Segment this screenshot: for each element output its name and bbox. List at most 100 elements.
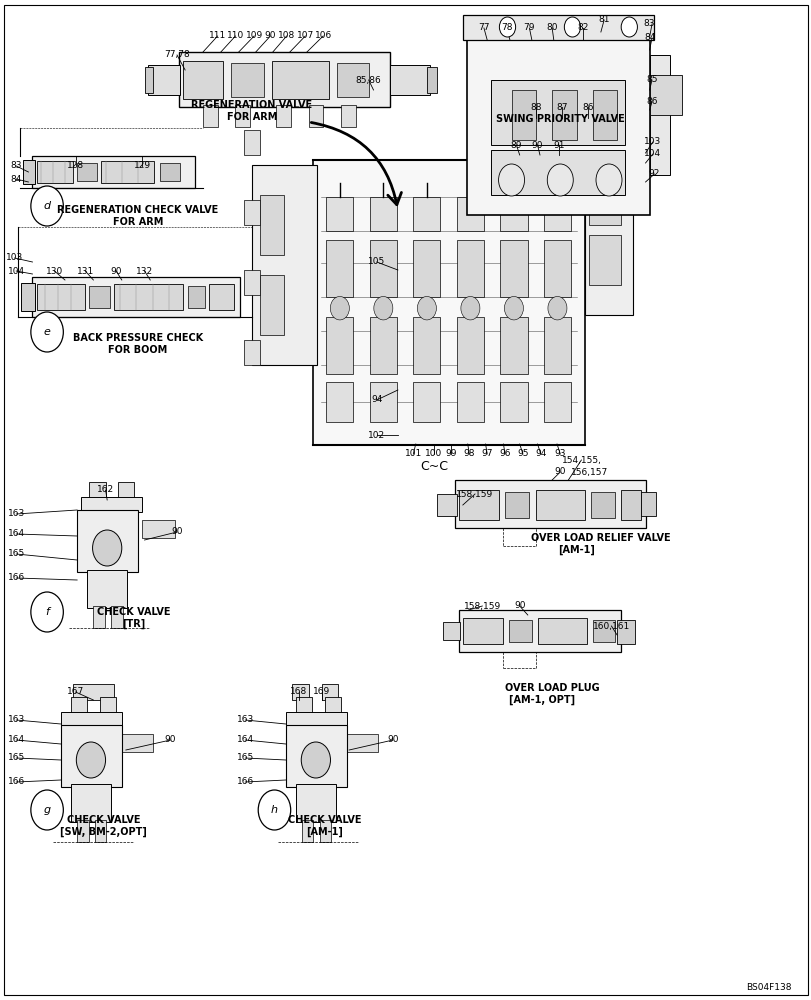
Text: 90: 90 (165, 736, 176, 744)
Text: 81: 81 (598, 15, 609, 24)
FancyArrowPatch shape (311, 122, 401, 205)
Bar (337, 63, 369, 97)
Text: 90: 90 (387, 736, 398, 744)
Text: 92: 92 (648, 169, 659, 178)
Text: 93: 93 (554, 450, 565, 458)
Bar (87, 570, 127, 608)
Bar (320, 820, 331, 842)
Bar (341, 105, 355, 127)
Bar (538, 618, 586, 644)
Text: 100: 100 (424, 450, 442, 458)
Bar (32, 156, 195, 188)
Circle shape (547, 164, 573, 196)
Text: 96: 96 (499, 450, 510, 458)
Text: [SW, BM-2,OPT]: [SW, BM-2,OPT] (61, 827, 147, 837)
Text: REGENERATION VALVE: REGENERATION VALVE (191, 100, 312, 110)
Bar (295, 784, 336, 822)
Text: REGENERATION CHECK VALVE: REGENERATION CHECK VALVE (58, 205, 218, 215)
Text: FOR ARM: FOR ARM (113, 217, 163, 227)
Circle shape (595, 164, 621, 196)
Bar (188, 286, 204, 308)
Bar (243, 130, 260, 155)
Bar (369, 382, 397, 422)
Bar (95, 820, 106, 842)
Bar (73, 684, 114, 700)
Bar (457, 317, 483, 374)
Bar (295, 697, 311, 714)
Text: 108: 108 (277, 31, 295, 40)
Bar (436, 494, 457, 516)
Text: FOR ARM: FOR ARM (226, 112, 277, 122)
Circle shape (31, 186, 63, 226)
Bar (32, 277, 239, 317)
Text: BS04F138: BS04F138 (745, 984, 791, 992)
Bar (543, 240, 570, 297)
Bar (114, 284, 182, 310)
Bar (111, 606, 122, 628)
Text: e: e (44, 327, 50, 337)
Text: 156,157: 156,157 (570, 468, 607, 477)
Text: [AM-1, OPT]: [AM-1, OPT] (508, 695, 575, 705)
Text: 107: 107 (296, 31, 314, 40)
Bar (346, 734, 377, 752)
Bar (413, 382, 440, 422)
Text: 79: 79 (523, 23, 534, 32)
Text: 164: 164 (236, 736, 254, 744)
Bar (100, 697, 116, 714)
Text: BACK PRESSURE CHECK: BACK PRESSURE CHECK (73, 333, 203, 343)
Bar (466, 40, 649, 215)
Bar (543, 317, 570, 374)
Text: 90: 90 (171, 528, 182, 536)
Text: d: d (44, 201, 50, 211)
Bar (588, 175, 620, 225)
Text: 86: 86 (646, 98, 657, 106)
Bar (413, 317, 440, 374)
Text: FOR BOOM: FOR BOOM (109, 345, 167, 355)
Text: 110: 110 (226, 31, 244, 40)
Bar (77, 510, 138, 572)
Text: 89: 89 (510, 140, 521, 149)
Bar (588, 235, 620, 285)
Bar (285, 712, 346, 727)
Circle shape (92, 530, 122, 566)
Text: [TR]: [TR] (122, 619, 145, 629)
Text: 102: 102 (367, 430, 385, 440)
Bar (178, 52, 389, 107)
Text: 90: 90 (264, 31, 276, 40)
Text: [AM-1]: [AM-1] (557, 545, 594, 555)
Text: 160,161: 160,161 (592, 621, 629, 631)
Text: 97: 97 (481, 450, 492, 458)
Text: 90: 90 (531, 140, 543, 149)
Bar (61, 725, 122, 787)
Bar (276, 105, 290, 127)
Bar (71, 784, 111, 822)
Text: 154,155,: 154,155, (560, 456, 601, 464)
Text: 163: 163 (236, 716, 254, 724)
Text: 131: 131 (76, 266, 94, 275)
Text: 84: 84 (11, 174, 22, 184)
Text: 105: 105 (367, 257, 385, 266)
Bar (89, 286, 109, 308)
Bar (500, 317, 527, 374)
Bar (457, 197, 483, 231)
Bar (620, 490, 641, 520)
Text: [AM-1]: [AM-1] (306, 827, 343, 837)
Bar (369, 197, 397, 231)
Text: CHECK VALVE: CHECK VALVE (97, 607, 170, 617)
Text: 164: 164 (7, 530, 25, 538)
Text: 104: 104 (7, 266, 25, 275)
Text: 94: 94 (534, 450, 546, 458)
Text: 90: 90 (110, 266, 122, 275)
Text: 91: 91 (552, 140, 564, 149)
Bar (326, 382, 353, 422)
Text: 130: 130 (45, 266, 63, 275)
Text: 104: 104 (643, 149, 661, 158)
Circle shape (330, 296, 349, 320)
Bar (462, 15, 653, 40)
Circle shape (498, 164, 524, 196)
Text: g: g (44, 805, 50, 815)
Text: C~C: C~C (420, 460, 448, 473)
Text: 98: 98 (463, 450, 474, 458)
Bar (584, 155, 633, 315)
Text: OVER LOAD RELIEF VALVE: OVER LOAD RELIEF VALVE (530, 533, 670, 543)
